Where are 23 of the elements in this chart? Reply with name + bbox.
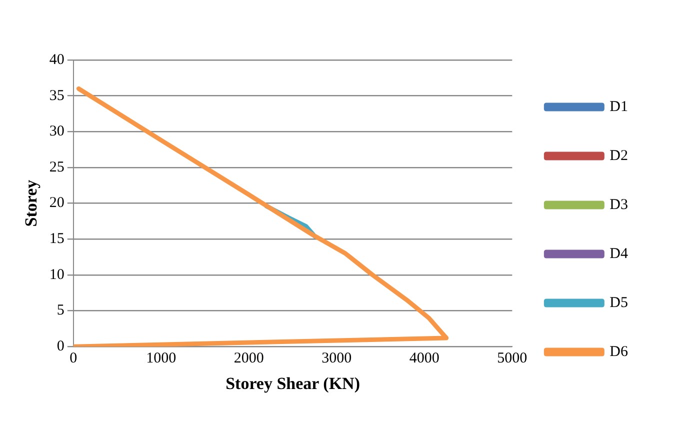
y-tick-label: 35 xyxy=(49,88,64,104)
legend-label: D4 xyxy=(610,246,628,262)
legend-label: D2 xyxy=(610,148,628,164)
x-tick-label: 3000 xyxy=(322,350,352,367)
y-tick-label: 15 xyxy=(49,231,64,248)
x-tick-label: 2000 xyxy=(234,350,264,367)
x-tick-label: 4000 xyxy=(409,350,440,367)
y-tick-label: 5 xyxy=(56,302,64,319)
x-tick-label: 1000 xyxy=(146,350,176,367)
legend-label: D3 xyxy=(610,196,628,213)
legend-label: D5 xyxy=(610,294,628,311)
y-tick-label: 25 xyxy=(49,159,64,176)
x-tick-label: 0 xyxy=(70,350,78,367)
legend-label: D1 xyxy=(610,98,628,115)
y-tick-label: 0 xyxy=(56,338,64,355)
x-tick-label: 5000 xyxy=(497,350,528,367)
y-tick-label: 20 xyxy=(49,195,64,212)
x-axis-title: Storey Shear (KN) xyxy=(226,374,360,394)
y-tick-label: 40 xyxy=(49,52,64,68)
y-axis-title: Storey xyxy=(22,179,41,227)
y-tick-label: 30 xyxy=(49,124,64,140)
y-tick-label: 10 xyxy=(49,266,64,283)
legend-label: D6 xyxy=(610,344,628,360)
